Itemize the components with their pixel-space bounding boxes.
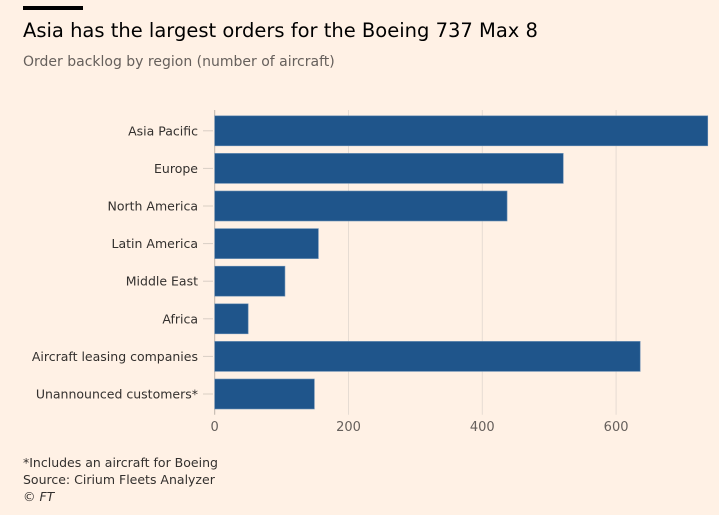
x-tick-label: 400	[470, 420, 495, 435]
category-label: Unannounced customers*	[36, 387, 198, 402]
category-label: Africa	[162, 311, 198, 326]
bar	[214, 115, 709, 147]
category-label: Asia Pacific	[128, 123, 198, 138]
bar	[214, 303, 249, 335]
bar	[214, 378, 315, 410]
category-label: Europe	[154, 161, 198, 176]
chart-title: Asia has the largest orders for the Boei…	[23, 19, 538, 42]
x-tick-label: 0	[211, 420, 219, 435]
bar	[214, 153, 564, 184]
bar	[214, 228, 319, 259]
category-label: North America	[108, 199, 199, 214]
x-tick-label: 200	[336, 420, 361, 435]
category-label: Latin America	[112, 236, 198, 251]
category-label: Aircraft leasing companies	[32, 349, 198, 364]
bar	[214, 341, 641, 372]
category-label: Middle East	[126, 274, 198, 289]
chart-subtitle: Order backlog by region (number of aircr…	[23, 54, 335, 70]
credit: © FT	[23, 489, 55, 504]
footnote: *Includes an aircraft for Boeing	[23, 455, 218, 470]
bar	[214, 265, 286, 297]
x-tick-label: 600	[604, 420, 629, 435]
source: Source: Cirium Fleets Analyzer	[23, 472, 215, 487]
bar	[214, 190, 508, 222]
header-accent-bar	[23, 6, 83, 10]
